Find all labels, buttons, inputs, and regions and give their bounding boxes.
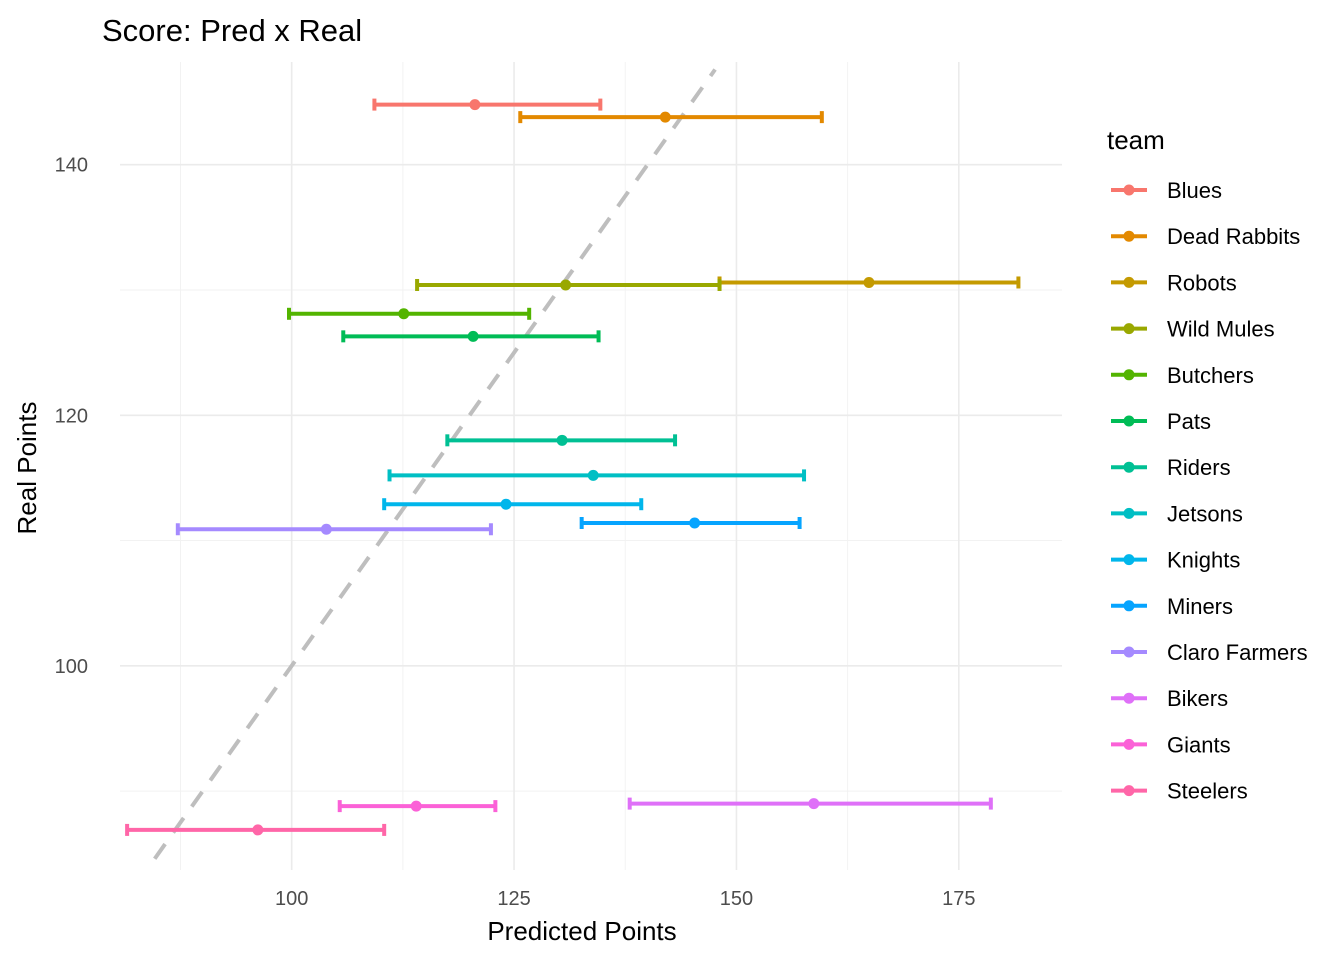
legend-label: Butchers bbox=[1167, 363, 1254, 388]
x-tick-label: 150 bbox=[720, 888, 753, 910]
legend-label: Steelers bbox=[1167, 779, 1248, 804]
legend-label: Pats bbox=[1167, 409, 1211, 434]
data-point bbox=[467, 330, 479, 342]
legend-item: Jetsons bbox=[1111, 501, 1243, 526]
legend-item: Miners bbox=[1111, 594, 1233, 619]
legend-key-point bbox=[1123, 323, 1135, 335]
legend-label: Robots bbox=[1167, 270, 1237, 295]
y-tick-label: 100 bbox=[55, 656, 88, 678]
reference-line bbox=[153, 68, 717, 860]
x-tick-label: 100 bbox=[275, 888, 308, 910]
legend-key-point bbox=[1123, 276, 1135, 288]
legend-key-point bbox=[1123, 415, 1135, 427]
legend-key-point bbox=[1123, 785, 1135, 797]
legend-label: Wild Mules bbox=[1167, 317, 1275, 342]
data-point bbox=[659, 111, 671, 123]
legend-item: Wild Mules bbox=[1111, 317, 1275, 342]
legend-key-point bbox=[1123, 738, 1135, 750]
errorbar-giants bbox=[337, 800, 498, 813]
axis-ticks: 100 125 150 175 100 120 140 bbox=[55, 155, 976, 910]
errorbar-riders bbox=[445, 434, 678, 447]
legend-label: Giants bbox=[1167, 732, 1231, 757]
legend-key-point bbox=[1123, 461, 1135, 473]
data-point bbox=[398, 308, 410, 320]
y-tick-label: 140 bbox=[55, 155, 88, 177]
legend-item: Steelers bbox=[1111, 779, 1248, 804]
data-point bbox=[689, 517, 701, 529]
legend-item: Knights bbox=[1111, 548, 1240, 573]
legend-item: Robots bbox=[1111, 270, 1237, 295]
legend-item: Claro Farmers bbox=[1111, 640, 1308, 665]
legend-item: Bikers bbox=[1111, 686, 1228, 711]
data-point bbox=[469, 99, 481, 111]
legend-item: Riders bbox=[1111, 455, 1231, 480]
data-point bbox=[560, 279, 572, 291]
chart-title: Score: Pred x Real bbox=[102, 13, 362, 48]
legend-label: Riders bbox=[1167, 455, 1231, 480]
data-point bbox=[500, 498, 512, 510]
data-point bbox=[587, 469, 599, 481]
x-tick-label: 175 bbox=[942, 888, 975, 910]
identity-line bbox=[153, 68, 717, 860]
legend-label: Blues bbox=[1167, 178, 1222, 203]
grid bbox=[120, 62, 1062, 870]
errorbar-claro-farmers bbox=[175, 523, 493, 536]
errorbar-pats bbox=[341, 330, 601, 343]
legend-item: Giants bbox=[1111, 732, 1231, 757]
legend-item: Butchers bbox=[1111, 363, 1254, 388]
errorbar-robots bbox=[717, 276, 1021, 289]
x-tick-label: 125 bbox=[497, 888, 530, 910]
legend-key-point bbox=[1123, 600, 1135, 612]
legend-key-point bbox=[1123, 230, 1135, 242]
errorbar-blues bbox=[372, 98, 603, 111]
legend-key-point bbox=[1123, 554, 1135, 566]
legend-label: Miners bbox=[1167, 594, 1233, 619]
legend-label: Knights bbox=[1167, 548, 1240, 573]
data-point bbox=[556, 434, 568, 446]
legend-label: Dead Rabbits bbox=[1167, 224, 1300, 249]
errorbar-butchers bbox=[287, 307, 532, 320]
data-point bbox=[863, 276, 875, 288]
data-point bbox=[252, 824, 264, 836]
errorbar-dead-rabbits bbox=[518, 111, 824, 124]
y-axis-label: Real Points bbox=[12, 402, 42, 535]
data-marks bbox=[125, 98, 1021, 836]
errorbar-miners bbox=[579, 516, 802, 529]
legend-item: Dead Rabbits bbox=[1111, 224, 1300, 249]
legend-key-point bbox=[1123, 369, 1135, 381]
legend: team Blues Dead Rabbits Robots Wild Mules Bu… bbox=[1107, 125, 1308, 804]
legend-item: Pats bbox=[1111, 409, 1211, 434]
data-point bbox=[410, 800, 422, 812]
legend-key-point bbox=[1123, 507, 1135, 519]
errorbar-knights bbox=[382, 498, 644, 511]
legend-key-point bbox=[1123, 184, 1135, 196]
legend-key-point bbox=[1123, 692, 1135, 704]
legend-label: Jetsons bbox=[1167, 501, 1243, 526]
x-axis-label: Predicted Points bbox=[487, 916, 676, 946]
data-point bbox=[320, 523, 332, 535]
data-point bbox=[808, 798, 820, 810]
legend-title: team bbox=[1107, 125, 1165, 155]
y-tick-label: 120 bbox=[55, 405, 88, 427]
legend-label: Bikers bbox=[1167, 686, 1228, 711]
legend-key-point bbox=[1123, 646, 1135, 658]
errorbar-wild-mules bbox=[415, 278, 722, 291]
legend-item: Blues bbox=[1111, 178, 1222, 203]
errorbar-bikers bbox=[627, 797, 993, 810]
errorbar-steelers bbox=[125, 823, 387, 836]
errorbar-jetsons bbox=[387, 469, 807, 482]
legend-label: Claro Farmers bbox=[1167, 640, 1308, 665]
